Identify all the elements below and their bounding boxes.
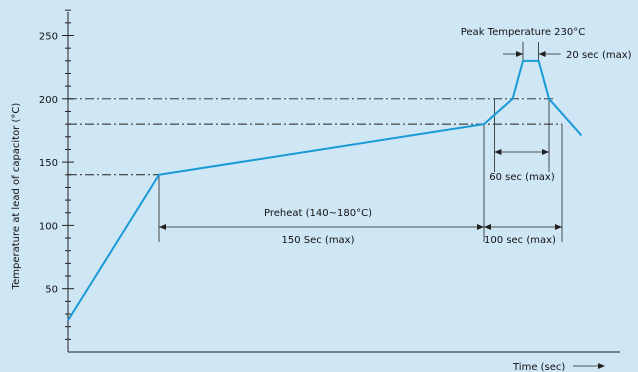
y-tick-label: 250 (39, 32, 58, 43)
x-axis-label: Time (sec) (512, 362, 565, 372)
y-tick-label: 100 (39, 221, 58, 232)
y-tick-label: 200 (39, 95, 58, 106)
preheat-dimension-arrow-left (159, 224, 166, 230)
preheat-label: Preheat (140~180°C) (264, 208, 372, 219)
preheat-time-label: 150 Sec (max) (281, 235, 354, 246)
axes: 50 100 150 200 250 (39, 9, 620, 353)
reference-lines (68, 98, 562, 176)
preheat-dimension-arrow-right (477, 224, 484, 230)
above-180-dimension-arrow-right (555, 224, 562, 230)
peak-label: Peak Temperature 230°C (461, 27, 586, 38)
peak-time-label: 20 sec (max) (566, 50, 632, 61)
y-axis-label: Temperature at lead of capacitor (°C) (11, 103, 22, 291)
y-tick-label: 150 (39, 158, 58, 169)
peak-arrow-right (538, 51, 546, 57)
above-200-dimension-arrow-left (494, 149, 502, 155)
above-200-time-label: 60 sec (max) (489, 172, 555, 183)
above-180-time-label: 100 sec (max) (484, 235, 556, 246)
above-200-dimension-arrow-right (542, 149, 549, 155)
temperature-curve (67, 59, 583, 321)
x-axis-arrow (573, 363, 605, 369)
above-180-dimension-arrow-left (484, 224, 491, 230)
peak-arrow-left (516, 51, 523, 57)
y-tick-label: 50 (45, 285, 58, 296)
dimension-lines (158, 42, 563, 242)
